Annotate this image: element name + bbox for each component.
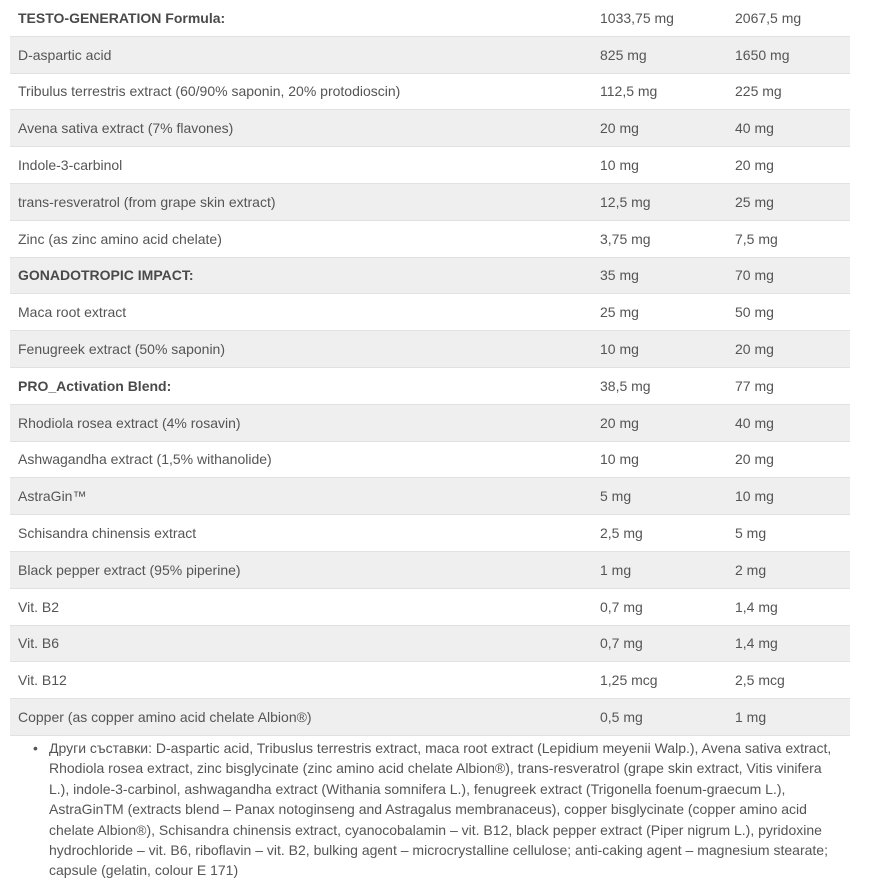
- other-ingredients-line: hydrochloride – vit. B6, riboflavin – vi…: [49, 841, 828, 858]
- other-ingredients-line: capsule (gelatin, colour E 171): [49, 862, 239, 879]
- table-row: Vit. B6 0,7 mg 1,4 mg: [10, 625, 850, 663]
- table-row: Zinc (as zinc amino acid chelate) 3,75 mg…: [10, 221, 850, 258]
- ingredient-label: GONADOTROPIC IMPACT:: [18, 267, 194, 284]
- table-row: PRO_Activation Blend: 38,5 mg 77 mg: [10, 368, 850, 405]
- amount-col-2: 40 mg: [735, 120, 774, 137]
- table-row: Indole-3-carbinol 10 mg 20 mg: [10, 147, 850, 184]
- table-row: Vit. B2 0,7 mg 1,4 mg: [10, 589, 850, 626]
- amount-col-2: 1 mg: [735, 709, 767, 726]
- ingredient-label: PRO_Activation Blend:: [18, 377, 172, 394]
- table-row: Rhodiola rosea extract (4% rosavin) 20 mg…: [10, 404, 850, 442]
- table-row: GONADOTROPIC IMPACT: 35 mg 70 mg: [10, 257, 850, 295]
- ingredient-label: Vit. B2: [18, 598, 59, 615]
- other-ingredients-line: L.), indole-3-carbinol, ashwagandha extr…: [49, 780, 786, 797]
- amount-col-1: 1 mg: [600, 561, 632, 578]
- other-ingredients-line: AstraGinTM (extracts blend – Panax notog…: [49, 801, 807, 818]
- amount-col-1: 12,5 mg: [600, 193, 651, 210]
- ingredient-label: Ashwagandha extract (1,5% withanolide): [18, 451, 272, 468]
- table-row: D-aspartic acid 825 mg 1650 mg: [10, 36, 850, 74]
- amount-col-2: 1650 mg: [735, 46, 790, 63]
- amount-col-2: 5 mg: [735, 525, 767, 542]
- ingredient-label: AstraGin™: [18, 488, 87, 505]
- amount-col-2: 70 mg: [735, 267, 774, 284]
- other-ingredients-line: chelate Albion®), Schisandra chinensis e…: [49, 821, 822, 838]
- amount-col-2: 25 mg: [735, 193, 774, 210]
- supplement-facts-table: TESTO-GENERATION Formula: 1033,75 mg 2067,…: [10, 0, 850, 736]
- other-ingredients-line: Rhodiola rosea extract, zinc bisglycinat…: [49, 760, 822, 777]
- ingredient-label: Black pepper extract (95% piperine): [18, 561, 241, 578]
- ingredient-label: D-aspartic acid: [18, 46, 112, 63]
- ingredient-label: trans-resveratrol (from grape skin extra…: [18, 193, 276, 210]
- table-row: Ashwagandha extract (1,5% withanolide) 10…: [10, 442, 850, 479]
- amount-col-2: 2,5 mcg: [735, 672, 785, 689]
- amount-col-1: 38,5 mg: [600, 377, 651, 394]
- amount-col-1: 10 mg: [600, 157, 639, 174]
- ingredient-label: Vit. B12: [18, 672, 67, 689]
- amount-col-1: 20 mg: [600, 120, 639, 137]
- amount-col-1: 35 mg: [600, 267, 639, 284]
- amount-col-2: 40 mg: [735, 414, 774, 431]
- table-row: Vit. B12 1,25 mcg 2,5 mcg: [10, 662, 850, 700]
- table-row: Copper (as copper amino acid chelate Alb…: [10, 699, 850, 736]
- amount-col-1: 1033,75 mg: [600, 9, 674, 26]
- amount-col-2: 2067,5 mg: [735, 9, 802, 26]
- amount-col-2: 50 mg: [735, 304, 774, 321]
- other-ingredients-text: Други съставки: D-aspartic acid, Tribusl…: [49, 738, 869, 881]
- other-ingredients-line: Други съставки: D-aspartic acid, Tribusl…: [49, 739, 832, 756]
- amount-col-2: 2 mg: [735, 561, 767, 578]
- amount-col-1: 10 mg: [600, 451, 639, 468]
- amount-col-2: 10 mg: [735, 488, 774, 505]
- amount-col-2: 7,5 mg: [735, 230, 778, 247]
- ingredient-label: Maca root extract: [18, 304, 127, 321]
- amount-col-2: 77 mg: [735, 377, 774, 394]
- amount-col-2: 20 mg: [735, 341, 774, 358]
- amount-col-1: 0,7 mg: [600, 598, 643, 615]
- amount-col-1: 5 mg: [600, 488, 632, 505]
- ingredient-label: Schisandra chinensis extract: [18, 525, 197, 542]
- table-row: AstraGin™ 5 mg 10 mg: [10, 478, 850, 516]
- table-row: Black pepper extract (95% piperine) 1 mg 2…: [10, 551, 850, 589]
- amount-col-2: 20 mg: [735, 157, 774, 174]
- ingredient-label: Fenugreek extract (50% saponin): [18, 341, 225, 358]
- amount-col-1: 2,5 mg: [600, 525, 643, 542]
- table-row: Avena sativa extract (7% flavones) 20 mg 4…: [10, 110, 850, 148]
- ingredient-label: Vit. B6: [18, 635, 59, 652]
- amount-col-1: 825 mg: [600, 46, 647, 63]
- ingredient-label: Zinc (as zinc amino acid chelate): [18, 230, 222, 247]
- table-row: TESTO-GENERATION Formula: 1033,75 mg 2067,…: [10, 0, 850, 37]
- table-row: Schisandra chinensis extract 2,5 mg 5 mg: [10, 515, 850, 552]
- amount-col-2: 1,4 mg: [735, 598, 778, 615]
- amount-col-2: 1,4 mg: [735, 635, 778, 652]
- amount-col-1: 0,5 mg: [600, 709, 643, 726]
- amount-col-1: 25 mg: [600, 304, 639, 321]
- ingredient-label: Indole-3-carbinol: [18, 157, 123, 174]
- amount-col-1: 3,75 mg: [600, 230, 651, 247]
- amount-col-1: 20 mg: [600, 414, 639, 431]
- ingredient-label: Avena sativa extract (7% flavones): [18, 120, 234, 137]
- amount-col-2: 20 mg: [735, 451, 774, 468]
- table-row: Tribulus terrestris extract (60/90% sapo…: [10, 74, 850, 111]
- table-row: trans-resveratrol (from grape skin extra…: [10, 183, 850, 221]
- amount-col-1: 10 mg: [600, 341, 639, 358]
- amount-col-1: 1,25 mcg: [600, 672, 658, 689]
- ingredient-label: Rhodiola rosea extract (4% rosavin): [18, 414, 241, 431]
- amount-col-2: 225 mg: [735, 83, 782, 100]
- table-row: Fenugreek extract (50% saponin) 10 mg 20 m…: [10, 331, 850, 368]
- amount-col-1: 112,5 mg: [600, 83, 658, 100]
- amount-col-1: 0,7 mg: [600, 635, 643, 652]
- ingredient-label: Copper (as copper amino acid chelate Alb…: [18, 709, 312, 726]
- ingredient-label: TESTO-GENERATION Formula:: [18, 9, 226, 26]
- bullet-marker: •: [33, 739, 38, 756]
- ingredient-label: Tribulus terrestris extract (60/90% sapo…: [18, 83, 401, 100]
- other-ingredients-section: • Други съставки: D-aspartic acid, Tribu…: [33, 738, 869, 881]
- table-row: Maca root extract 25 mg 50 mg: [10, 294, 850, 332]
